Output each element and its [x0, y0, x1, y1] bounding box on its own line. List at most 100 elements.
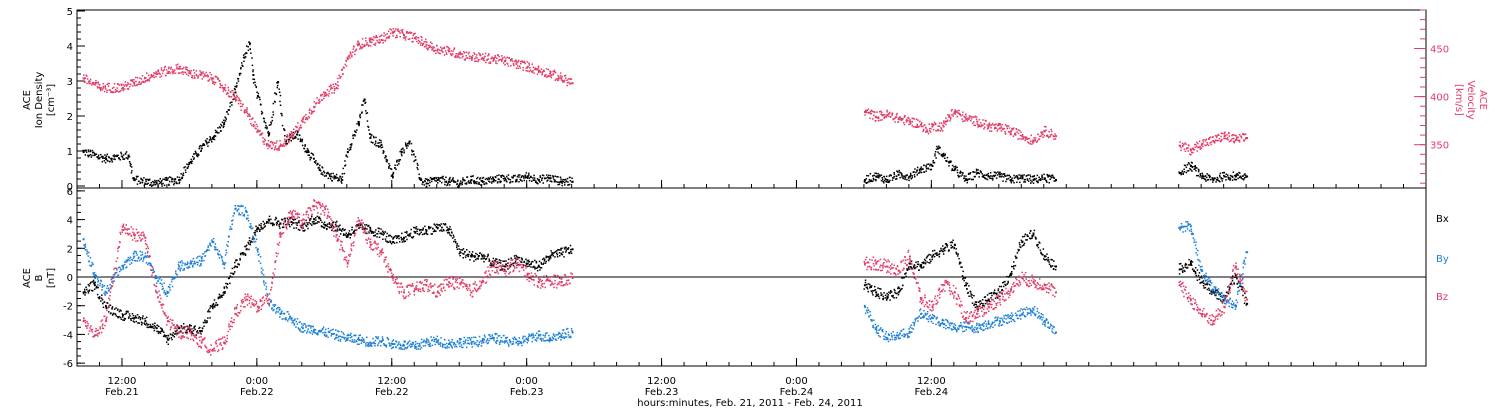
data-point-bx	[136, 321, 138, 323]
data-point-bx	[1195, 273, 1197, 275]
data-point-bx	[122, 314, 124, 316]
data-point-density	[948, 162, 950, 164]
data-point-bx	[1238, 281, 1240, 283]
data-point-bx	[1245, 297, 1247, 299]
data-point-bx	[144, 318, 146, 320]
data-point-density	[318, 167, 320, 169]
data-point-velocity	[1180, 147, 1182, 149]
data-point-by	[99, 277, 101, 279]
data-point-velocity	[529, 67, 531, 69]
data-point-density	[124, 158, 126, 160]
data-point-velocity	[448, 50, 450, 52]
data-point-velocity	[128, 83, 130, 85]
data-point-velocity	[127, 82, 129, 84]
data-point-density	[541, 180, 543, 182]
data-point-bx	[1196, 275, 1198, 277]
data-point-density	[100, 154, 102, 156]
data-point-bx	[1228, 293, 1230, 295]
data-point-by	[97, 278, 99, 280]
data-point-density	[229, 109, 231, 111]
data-point-bx	[481, 254, 483, 256]
data-point-density	[1191, 162, 1193, 164]
data-point-bx	[508, 259, 510, 261]
data-point-density	[518, 176, 520, 178]
data-point-bx	[183, 323, 185, 325]
data-point-bx	[869, 284, 871, 286]
data-point-by	[88, 260, 90, 262]
velocity-label-line1: ACE	[1477, 90, 1488, 110]
data-point-bx	[351, 229, 353, 231]
data-point-bx	[980, 303, 982, 305]
data-point-velocity	[392, 31, 394, 33]
data-point-density	[554, 181, 556, 183]
data-point-velocity	[565, 77, 567, 79]
data-point-bx	[882, 296, 884, 298]
data-point-velocity	[352, 52, 354, 54]
data-point-bx	[232, 268, 234, 270]
data-point-bx	[866, 287, 868, 289]
data-point-density	[149, 179, 151, 181]
data-point-by	[133, 257, 135, 259]
data-point-bx	[86, 289, 88, 291]
data-point-density	[104, 154, 106, 156]
data-point-density	[186, 164, 188, 166]
data-point-velocity	[943, 120, 945, 122]
data-point-density	[160, 182, 162, 184]
data-point-density	[109, 161, 111, 163]
data-point-density	[467, 176, 469, 178]
data-point-bx	[261, 227, 263, 229]
data-point-density	[223, 120, 225, 122]
data-point-velocity	[296, 126, 298, 128]
data-point-density	[1212, 179, 1214, 181]
data-point-velocity	[306, 117, 308, 119]
data-point-density	[83, 151, 85, 153]
data-point-velocity	[214, 84, 216, 86]
data-point-bx	[83, 291, 85, 293]
data-point-bx	[995, 293, 997, 295]
data-point-bx	[306, 222, 308, 224]
data-point-density	[160, 178, 162, 180]
data-point-velocity	[392, 35, 394, 37]
data-point-density	[107, 160, 109, 162]
data-point-density	[152, 185, 154, 187]
data-point-bx	[1040, 252, 1042, 254]
data-point-velocity	[476, 57, 478, 59]
data-point-velocity	[371, 42, 373, 44]
data-point-bx	[524, 261, 526, 263]
data-point-density	[198, 148, 200, 150]
data-point-velocity	[185, 68, 187, 70]
data-point-bx	[126, 313, 128, 315]
data-point-bx	[489, 265, 491, 267]
data-point-bx	[250, 244, 252, 246]
data-point-velocity	[421, 37, 423, 39]
data-point-velocity	[353, 45, 355, 47]
data-point-velocity	[205, 75, 207, 77]
data-point-velocity	[504, 56, 506, 58]
data-point-velocity	[557, 75, 559, 77]
data-point-velocity	[156, 73, 158, 75]
data-point-density	[460, 180, 462, 182]
data-point-velocity	[1220, 136, 1222, 138]
data-point-density	[352, 134, 354, 136]
data-point-velocity	[921, 122, 923, 124]
data-point-bx	[479, 253, 481, 255]
data-point-velocity	[995, 127, 997, 129]
data-point-bx	[171, 337, 173, 339]
data-point-bx	[918, 269, 920, 271]
data-point-velocity	[558, 78, 560, 80]
data-point-velocity	[337, 78, 339, 80]
data-point-velocity	[904, 115, 906, 117]
data-point-bx	[415, 228, 417, 230]
data-point-bx	[400, 237, 402, 239]
data-point-velocity	[373, 39, 375, 41]
data-point-density	[524, 180, 526, 182]
data-point-bx	[1011, 271, 1013, 273]
data-point-density	[131, 166, 133, 168]
data-point-velocity	[1010, 134, 1012, 136]
data-point-density	[315, 160, 317, 162]
data-point-bx	[917, 261, 919, 263]
data-point-bx	[528, 260, 530, 262]
data-point-density	[1016, 182, 1018, 184]
data-point-bx	[971, 297, 973, 299]
data-point-density	[207, 145, 209, 147]
